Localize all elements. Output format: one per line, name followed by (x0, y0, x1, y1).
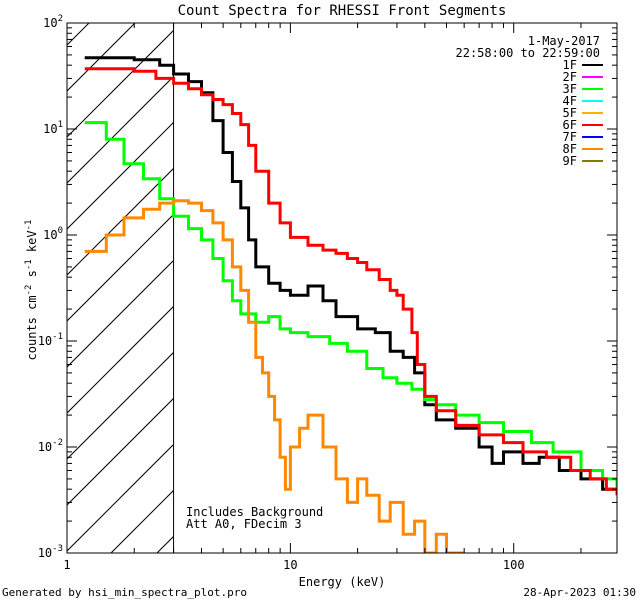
hatch-stroke (67, 23, 136, 92)
y-axis-ticks: 10-3 10-2 10-1 100 101 102 (38, 14, 617, 560)
y-tick-label: 10-2 (38, 438, 63, 454)
x-tick-label: 10 (283, 558, 297, 572)
y-tick-label: 100 (43, 226, 63, 242)
footer-generated-by: Generated by hsi_min_spectra_plot.pro (2, 586, 247, 599)
x-axis-label: Energy (keV) (299, 575, 386, 589)
series-line-8f (84, 199, 465, 553)
legend-label-5f: 5F (563, 106, 577, 120)
hatch-stroke (67, 213, 174, 322)
legend-label-6f: 6F (563, 118, 577, 132)
hatch-stroke (67, 29, 174, 138)
series-line-3f (84, 121, 617, 490)
date-label: 1-May-2017 (528, 34, 600, 48)
legend-label-8f: 8F (563, 142, 577, 156)
annotation-attenuator: Att A0, FDecim 3 (186, 517, 302, 531)
x-axis-ticks: 1 10 100 (63, 23, 582, 572)
y-tick-label: 10-1 (38, 332, 63, 348)
series-lines (84, 56, 617, 553)
y-tick-label: 102 (43, 14, 63, 30)
legend-label-3f: 3F (563, 82, 577, 96)
legend-label-7f: 7F (563, 130, 577, 144)
footer-timestamp: 28-Apr-2023 01:30 (523, 586, 636, 599)
legend-label-9f: 9F (563, 154, 577, 168)
series-line-1f (84, 56, 617, 491)
hatch-stroke (0, 0, 113, 553)
x-tick-label: 1 (63, 558, 70, 572)
hatch-stroke (67, 23, 90, 46)
y-tick-label: 10-3 (38, 544, 63, 560)
x-tick-label: 100 (503, 558, 525, 572)
y-axis-label: counts cm-2 s-1 keV-1 (24, 220, 39, 361)
legend-label-2f: 2F (563, 70, 577, 84)
hatch-stroke (67, 397, 174, 506)
annotation-background: Includes Background (186, 505, 323, 519)
hatch-stroke (67, 351, 174, 460)
hatch-stroke (67, 167, 174, 276)
chart-title: Count Spectra for RHESSI Front Segments (178, 3, 507, 19)
legend-label-4f: 4F (563, 94, 577, 108)
hatch-stroke (67, 305, 174, 414)
series-line-6f (84, 67, 617, 496)
hatch-stroke (67, 443, 174, 552)
legend-label-1f: 1F (563, 58, 577, 72)
time-range-label: 22:58:00 to 22:59:00 (456, 46, 601, 60)
y-tick-label: 101 (43, 120, 63, 136)
hatched-region (0, 0, 174, 553)
plot-frame (66, 22, 618, 554)
